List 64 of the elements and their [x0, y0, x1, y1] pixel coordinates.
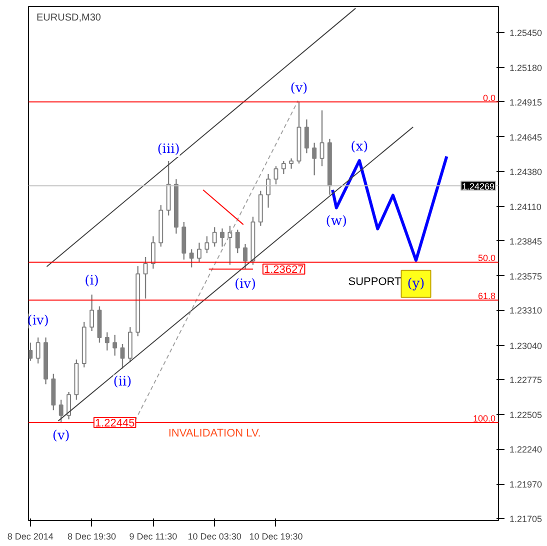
candlestick: [66, 391, 72, 420]
y-tick-label: 1.22775: [510, 375, 542, 386]
annotation: SUPPORT: [348, 276, 402, 288]
candlestick: [58, 399, 64, 424]
x-tick-label: 8 Dec 19:30: [68, 532, 116, 542]
annotation: 50.0: [478, 253, 496, 264]
candlestick: [197, 242, 202, 263]
text: EURUSD,M30: [36, 12, 102, 24]
annotation: 1.22445: [94, 418, 135, 430]
candlestick: [243, 243, 248, 270]
y-tick-label: 1.23845: [510, 236, 542, 246]
candlestick: [220, 228, 224, 248]
x-tick-label: 10 Dec 19:30: [249, 532, 303, 542]
x-tick-label: 8 Dec 2014: [7, 532, 54, 542]
annotation: (iii): [157, 142, 180, 157]
x-tick-label: 10 Dec 03:30: [188, 532, 242, 542]
y-tick-label: 1.25450: [510, 28, 542, 38]
ref-line-label: 1.24269: [462, 181, 495, 192]
annotation: (x): [350, 140, 368, 155]
annotation: (v): [52, 428, 70, 444]
candlestick: [204, 236, 210, 254]
candlestick: [143, 256, 148, 300]
y-tick-label: 1.22240: [510, 444, 542, 455]
candlestick: [235, 229, 240, 254]
candlestick: [212, 226, 217, 248]
y-tick-label: 1.23040: [510, 340, 542, 351]
candlestick: [274, 166, 278, 185]
annotation: 0.0: [482, 92, 496, 103]
y-tick-label: 1.24110: [510, 202, 542, 212]
candlestick: [266, 173, 271, 208]
candlestick: [28, 342, 33, 362]
candlestick: [120, 343, 125, 370]
annotation: (w): [326, 214, 348, 229]
annotation: (iv): [234, 277, 256, 292]
candlestick: [104, 332, 110, 352]
y-tick-label: 1.23575: [510, 271, 542, 282]
y-tick-label: 1.24380: [510, 166, 542, 177]
candlestick: [112, 334, 118, 356]
annotation: INVALIDATION LV.: [168, 428, 261, 440]
candlestick: [289, 158, 294, 170]
candlestick: [304, 118, 309, 154]
y-tick-label: 1.22505: [510, 410, 542, 420]
candlestick: [150, 236, 156, 270]
y-tick-label: 1.24645: [510, 132, 542, 142]
annotation: (y): [407, 276, 425, 292]
annotation: (i): [84, 274, 99, 289]
y-tick-label: 1.25180: [510, 63, 542, 74]
candlestick: [90, 294, 94, 332]
candlestick: [189, 248, 194, 268]
y-tick-label: 1.24915: [510, 97, 542, 108]
annotation: 100.0: [472, 414, 496, 424]
x-tick-label: 9 Dec 11:30: [129, 532, 178, 542]
candlestick: [36, 336, 40, 364]
candlestick: [312, 142, 317, 176]
candlestick: [281, 160, 286, 175]
y-tick-label: 1.21705: [510, 514, 542, 524]
annotation: 61.8: [478, 291, 496, 302]
annotation: 1.23627: [264, 264, 304, 276]
annotation: (iv): [27, 313, 49, 328]
annotation: (ii): [113, 374, 132, 390]
y-tick-label: 1.23310: [510, 306, 542, 316]
candlestick: [320, 110, 324, 167]
y-tick-label: 1.21970: [510, 480, 542, 490]
annotation: (v): [290, 80, 308, 96]
